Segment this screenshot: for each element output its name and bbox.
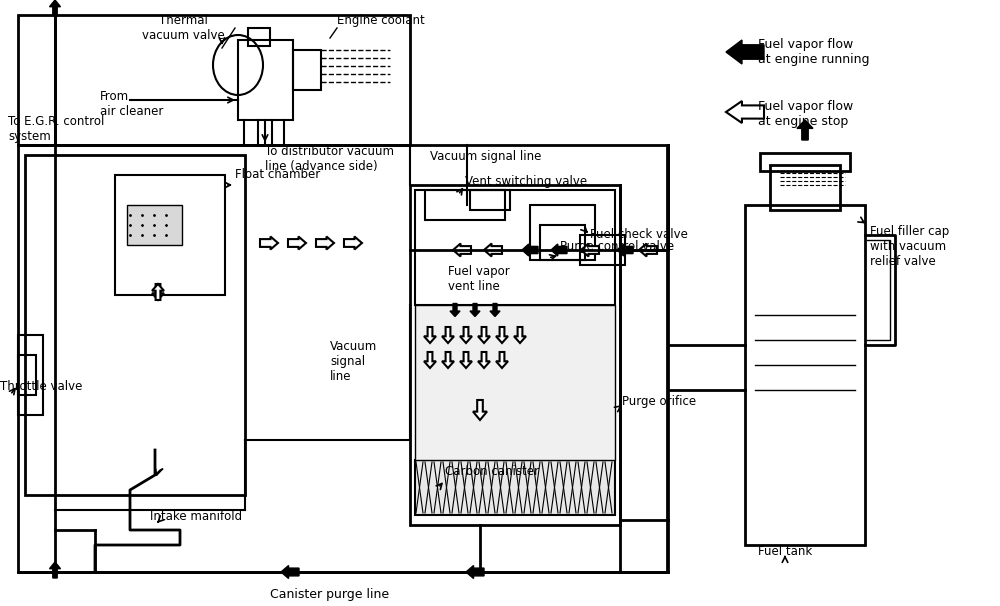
Text: Purge orifice: Purge orifice (622, 395, 696, 408)
Polygon shape (496, 352, 508, 368)
Polygon shape (152, 284, 164, 300)
Polygon shape (460, 352, 472, 368)
Polygon shape (453, 244, 471, 256)
Text: Fuel tank: Fuel tank (758, 545, 812, 558)
Polygon shape (470, 304, 480, 316)
Polygon shape (288, 236, 306, 250)
Text: Vacuum
signal
line: Vacuum signal line (330, 340, 377, 383)
Bar (248, 28, 270, 46)
Polygon shape (478, 352, 490, 368)
Text: Fuel vapor
vent line: Fuel vapor vent line (448, 265, 510, 293)
Bar (470, 190, 510, 210)
Bar (580, 235, 625, 265)
Polygon shape (424, 352, 436, 368)
Text: To E.G.R. control
system: To E.G.R. control system (8, 115, 104, 143)
Bar (540, 225, 585, 260)
Ellipse shape (213, 35, 263, 95)
Polygon shape (514, 327, 526, 343)
Bar (25, 155, 245, 495)
Polygon shape (490, 304, 500, 316)
Bar (415, 305, 615, 460)
Polygon shape (726, 101, 764, 123)
Bar (415, 460, 615, 515)
Bar (425, 190, 505, 220)
Bar (18, 145, 667, 572)
Bar (410, 185, 620, 525)
Polygon shape (450, 304, 460, 316)
Polygon shape (797, 120, 813, 140)
Text: Thermal
vacuum valve: Thermal vacuum valve (142, 14, 224, 42)
Bar (770, 165, 840, 210)
Polygon shape (551, 244, 567, 256)
Text: Carbon canister: Carbon canister (445, 465, 539, 478)
Bar (115, 175, 225, 295)
Text: Fuel vapor flow
at engine stop: Fuel vapor flow at engine stop (758, 100, 853, 128)
Polygon shape (726, 40, 764, 64)
Bar (293, 50, 321, 90)
Polygon shape (478, 327, 490, 343)
Bar (127, 205, 182, 245)
Text: Engine coolant: Engine coolant (337, 14, 425, 27)
Text: Fuel filler cap
with vacuum
relief valve: Fuel filler cap with vacuum relief valve (870, 225, 949, 268)
Text: Fuel vapor flow
at engine running: Fuel vapor flow at engine running (758, 38, 870, 66)
Bar (238, 40, 293, 120)
Polygon shape (152, 284, 164, 300)
Text: Canister purge line: Canister purge line (270, 588, 390, 601)
Polygon shape (424, 327, 436, 343)
Polygon shape (50, 0, 60, 16)
Text: Vacuum signal line: Vacuum signal line (430, 150, 541, 163)
Polygon shape (442, 327, 454, 343)
Polygon shape (344, 236, 362, 250)
Text: From
air cleaner: From air cleaner (100, 90, 163, 118)
Text: Throttle valve: Throttle valve (0, 380, 82, 393)
Polygon shape (522, 244, 538, 256)
Polygon shape (442, 352, 454, 368)
Bar (415, 190, 615, 305)
Polygon shape (484, 244, 502, 256)
Bar (18, 15, 410, 145)
Text: To distributor vacuum
line (advance side): To distributor vacuum line (advance side… (265, 145, 394, 173)
Text: Purge control valve: Purge control valve (560, 240, 674, 253)
Polygon shape (460, 327, 472, 343)
Polygon shape (617, 244, 633, 256)
Bar (18, 355, 36, 395)
Polygon shape (639, 244, 657, 256)
Polygon shape (473, 400, 487, 420)
Polygon shape (281, 565, 299, 579)
Polygon shape (496, 327, 508, 343)
Polygon shape (316, 236, 334, 250)
Text: Intake manifold: Intake manifold (150, 510, 242, 523)
Polygon shape (50, 562, 60, 578)
Polygon shape (466, 565, 484, 579)
Polygon shape (581, 244, 599, 256)
Bar (530, 205, 595, 260)
Text: Float chamber: Float chamber (235, 168, 320, 181)
Bar (745, 205, 865, 545)
Text: Vent switching valve: Vent switching valve (465, 175, 587, 188)
Polygon shape (260, 236, 278, 250)
Bar (760, 153, 850, 171)
Text: Fuel check valve: Fuel check valve (590, 228, 688, 241)
Bar (18, 335, 43, 415)
